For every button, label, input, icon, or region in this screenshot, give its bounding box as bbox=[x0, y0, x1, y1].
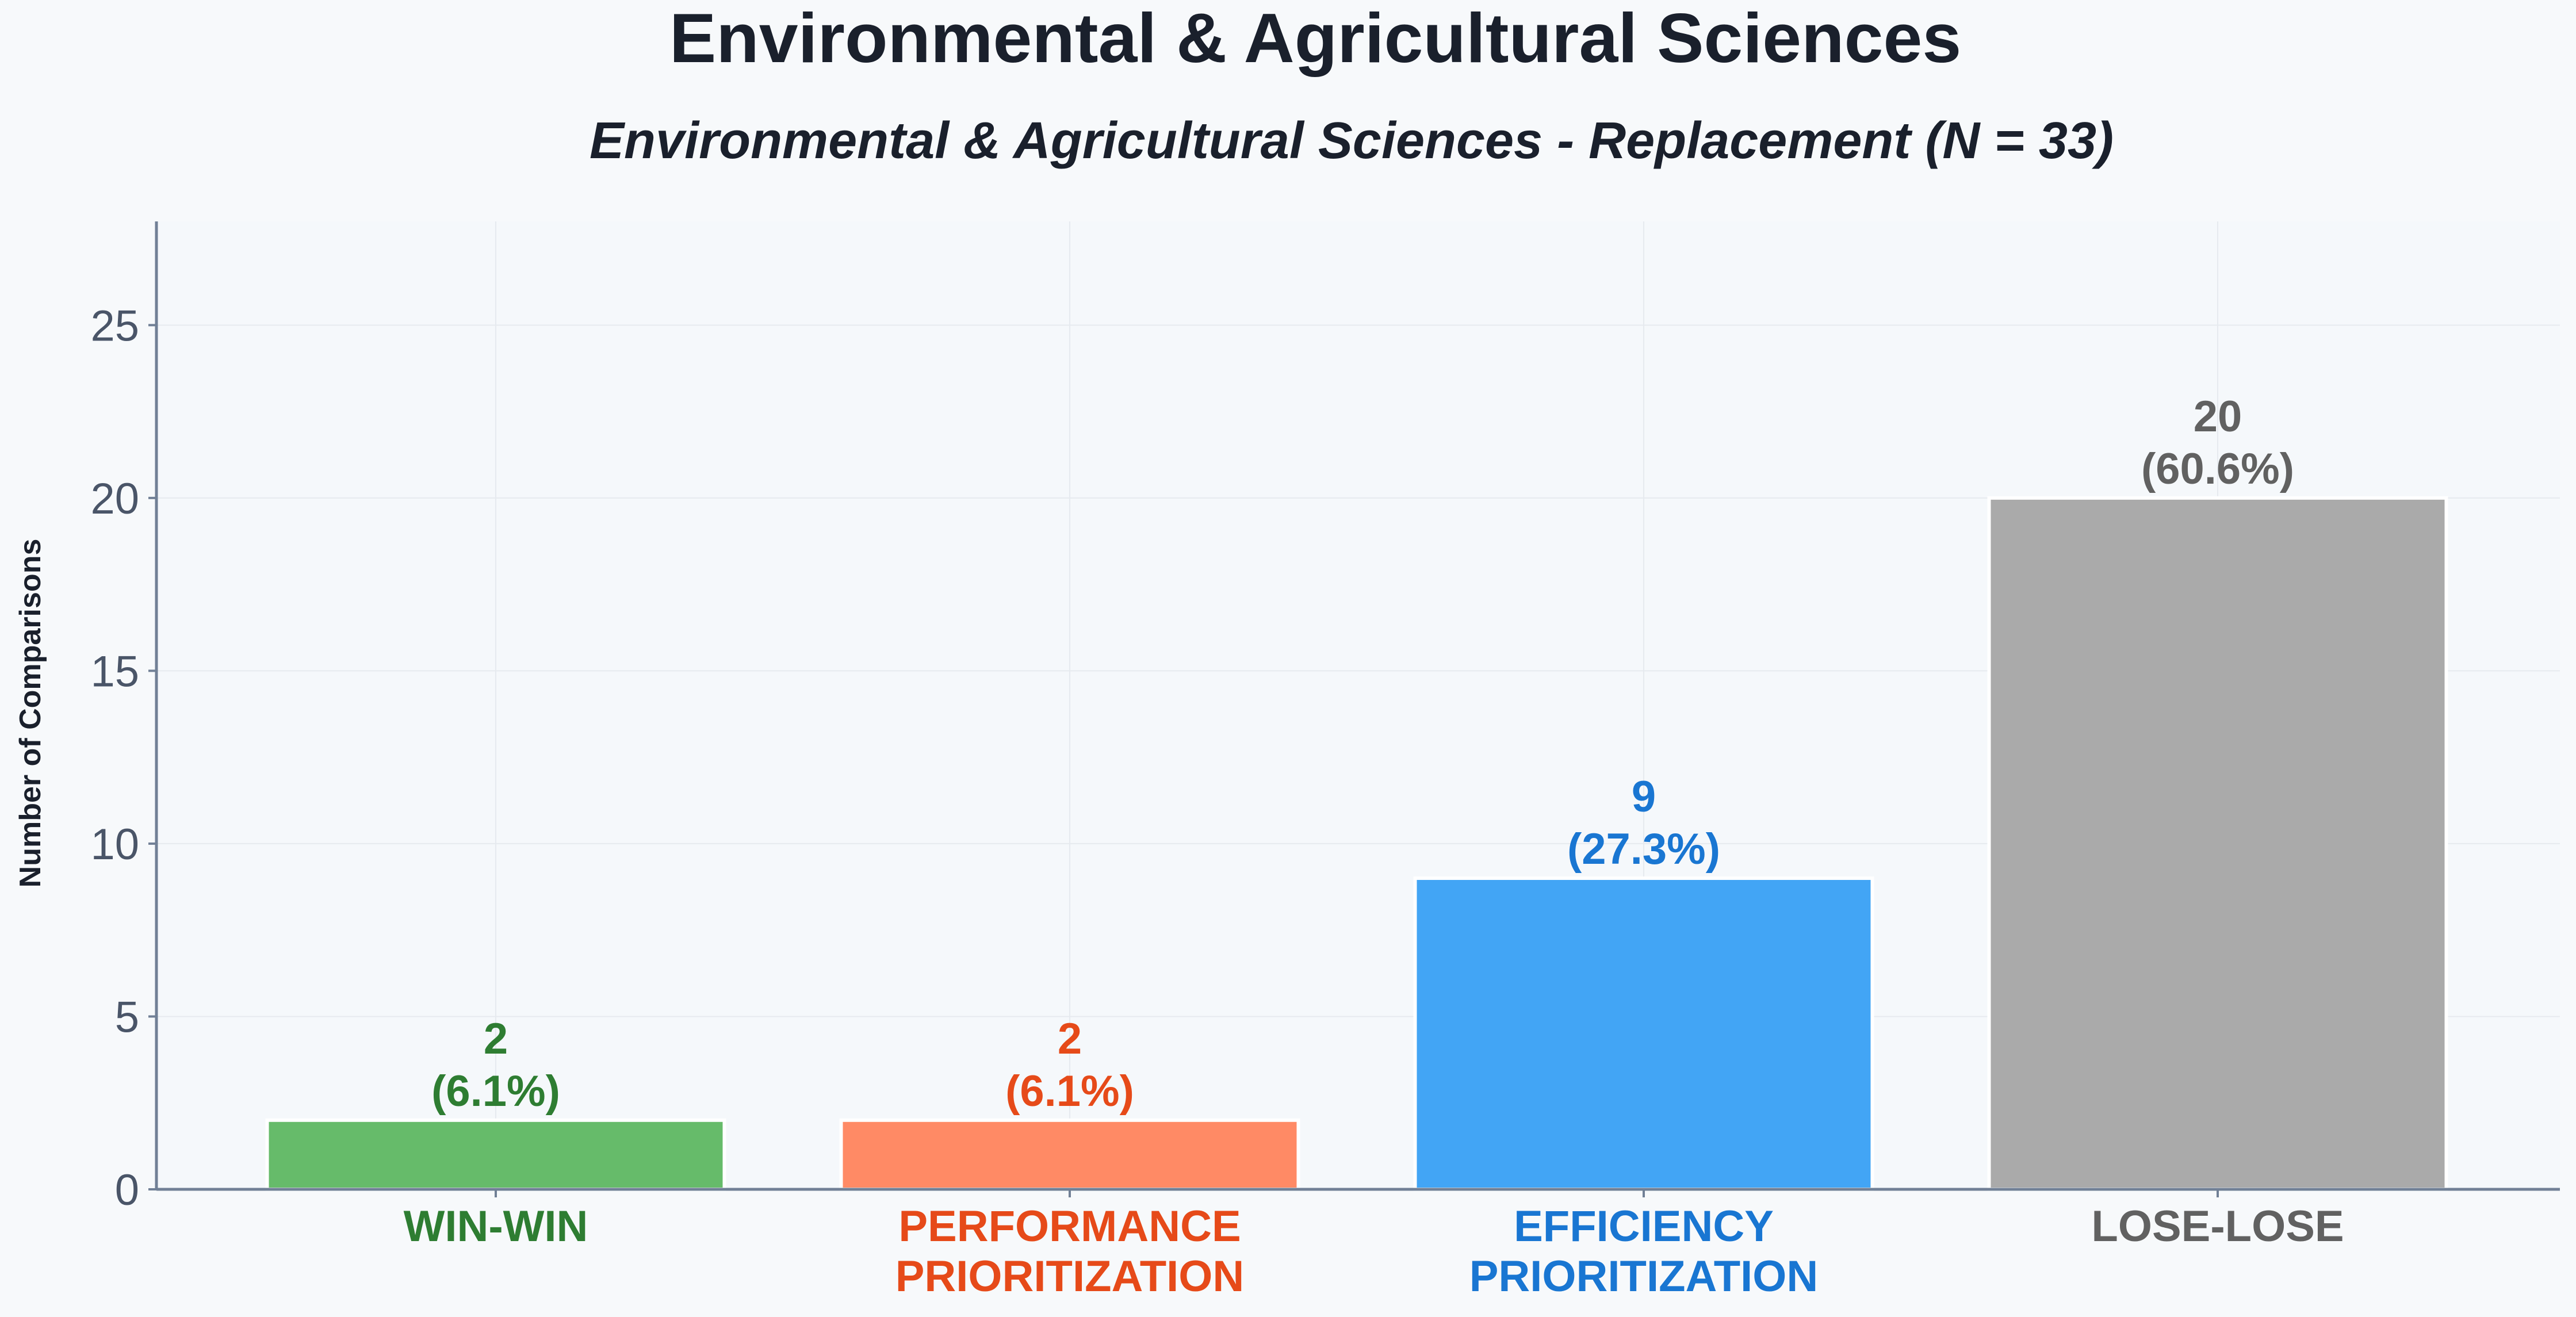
data-label: (6.1%) bbox=[431, 1067, 560, 1116]
chart-subtitle: Environmental & Agricultural Sciences - … bbox=[590, 112, 2114, 170]
bar bbox=[839, 1118, 1300, 1192]
x-tick-label: LOSE-LOSE bbox=[2091, 1202, 2344, 1251]
x-tick-label: PRIORITIZATION bbox=[1469, 1252, 1819, 1301]
y-tick-label: 15 bbox=[90, 647, 139, 696]
data-label: 2 bbox=[484, 1014, 508, 1063]
x-tick-label: EFFICIENCY bbox=[1514, 1202, 1774, 1251]
bar bbox=[1987, 496, 2448, 1191]
x-tick-label: WIN-WIN bbox=[404, 1202, 588, 1251]
y-tick-label: 20 bbox=[90, 474, 139, 523]
y-tick-label: 0 bbox=[115, 1166, 139, 1215]
bar bbox=[265, 1118, 726, 1192]
x-tick-label: PRIORITIZATION bbox=[895, 1252, 1245, 1301]
x-tick-label: PERFORMANCE bbox=[898, 1202, 1241, 1251]
bar bbox=[1413, 876, 1874, 1192]
data-label: 9 bbox=[1632, 772, 1656, 821]
y-tick-label: 10 bbox=[90, 820, 139, 869]
data-label: (60.6%) bbox=[2141, 445, 2294, 493]
chart-title: Environmental & Agricultural Sciences bbox=[669, 0, 1961, 77]
y-axis-label: Number of Comparisons bbox=[14, 539, 47, 888]
y-tick-label: 5 bbox=[115, 993, 139, 1042]
y-tick-label: 25 bbox=[90, 301, 139, 350]
data-label: (27.3%) bbox=[1567, 825, 1720, 874]
data-label: 2 bbox=[1058, 1014, 1082, 1063]
data-label: 20 bbox=[2194, 392, 2242, 441]
data-label: (6.1%) bbox=[1005, 1067, 1134, 1116]
